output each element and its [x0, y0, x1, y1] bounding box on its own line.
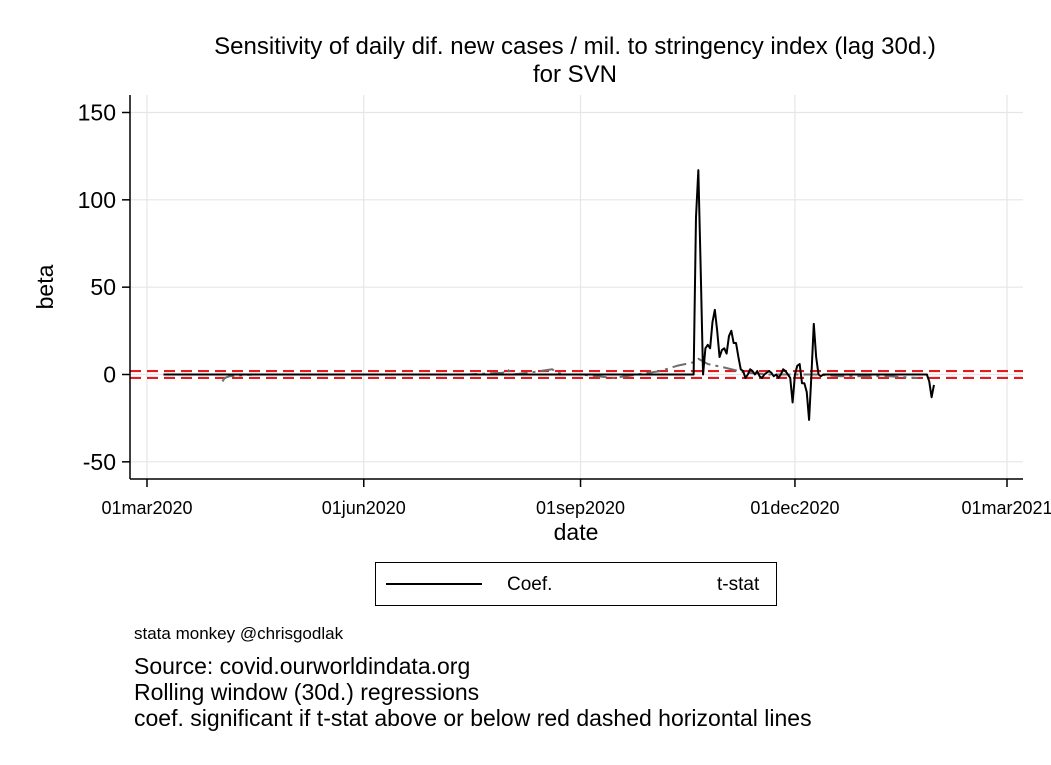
x-ticks: 01mar2020 01jun2020 01sep2020 01dec2020 01ma…: [101, 479, 1051, 518]
credit-note: stata monkey @chrisgodlak: [134, 624, 344, 643]
series-layer: [163, 169, 935, 421]
x-tick-label: 01sep2020: [536, 498, 625, 518]
y-axis-title: beta: [32, 264, 58, 309]
legend-label-coef: Coef.: [507, 574, 553, 595]
x-tick-label: 01mar2020: [101, 498, 192, 518]
legend-swatch-coef: [386, 583, 482, 585]
y-tick-label: -50: [83, 449, 116, 475]
x-axis-title: date: [554, 519, 599, 545]
y-tick-label: 100: [78, 187, 116, 213]
chart-title: Sensitivity of daily dif. new cases / mi…: [214, 33, 936, 60]
y-tick-label: 50: [90, 274, 116, 300]
x-tick-label: 01jun2020: [322, 498, 406, 518]
significance-lines: [130, 369, 1023, 380]
chart-subtitle: for SVN: [532, 61, 618, 88]
source-note: Source: covid.ourworldindata.org: [134, 653, 471, 679]
legend: Coef. t-stat: [375, 562, 777, 606]
method-note: Rolling window (30d.) regressions: [134, 679, 480, 705]
x-tick-label: 01mar2021: [961, 498, 1051, 518]
legend-label-tstat: t-stat: [717, 574, 760, 595]
x-tick-label: 01dec2020: [750, 498, 839, 518]
series-line-t-stat: [221, 357, 918, 383]
y-tick-label: 0: [103, 362, 116, 388]
y-ticks: -50 0 50 100 150: [78, 99, 130, 475]
y-tick-label: 150: [78, 99, 116, 125]
significance-note: coef. significant if t-stat above or bel…: [134, 705, 812, 731]
series-line-coef: [163, 169, 935, 421]
